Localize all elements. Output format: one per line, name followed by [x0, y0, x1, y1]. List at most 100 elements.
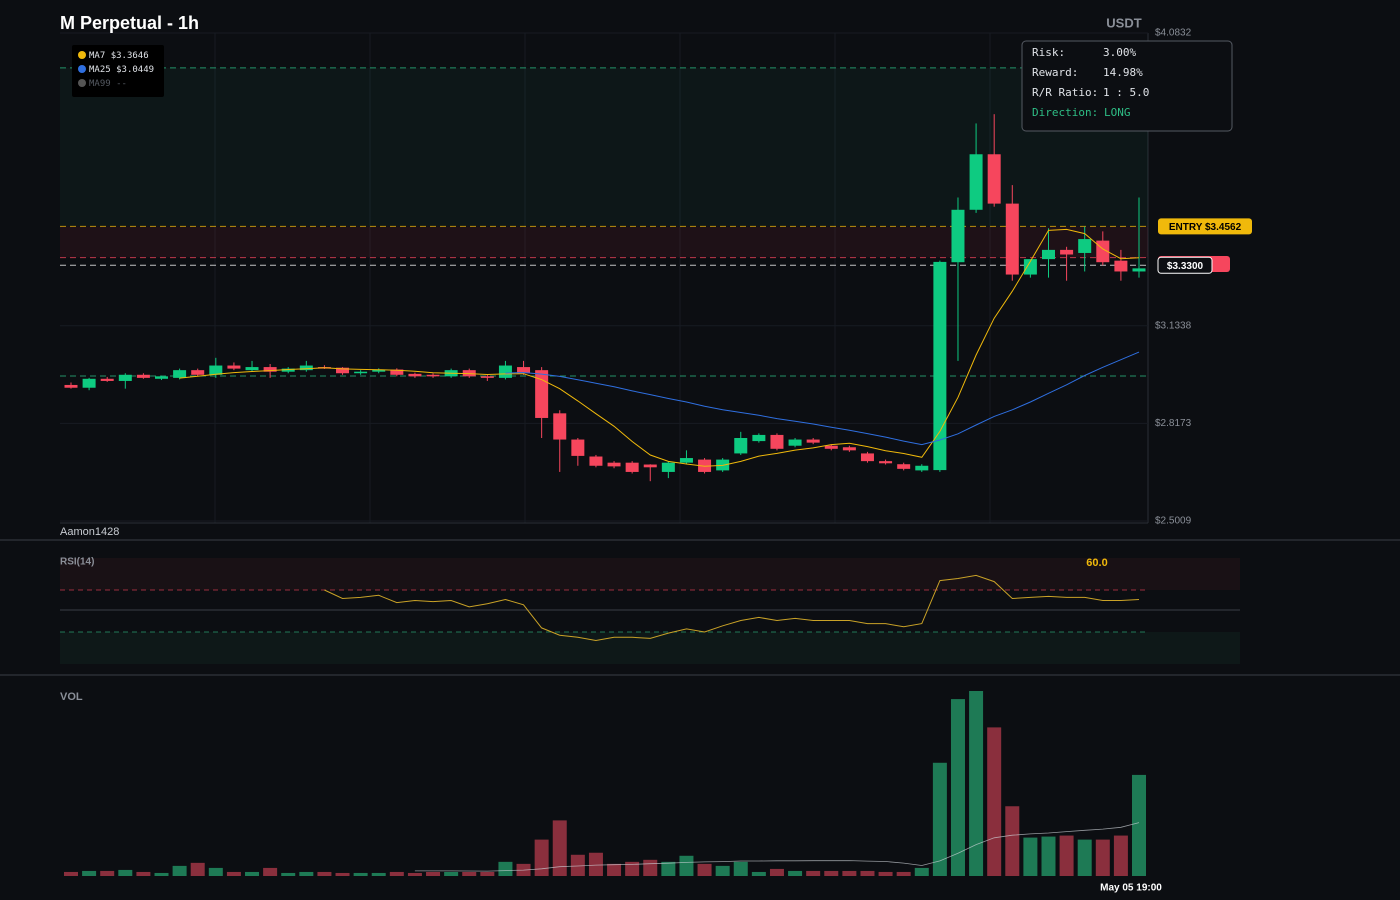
volume-bar: [878, 871, 893, 876]
volume-bar: [371, 872, 386, 876]
volume-bar: [950, 699, 965, 876]
y-tick-label: $2.5009: [1155, 516, 1192, 527]
candle-body: [770, 434, 784, 449]
candle-body: [173, 370, 187, 378]
volume-bar: [1077, 839, 1092, 876]
volume-bar: [1059, 835, 1074, 876]
overbought-zone: [60, 558, 1240, 590]
volume-bar: [82, 870, 97, 876]
volume-bar: [570, 854, 585, 876]
candle-body: [299, 365, 313, 371]
candle-body: [951, 209, 965, 263]
candle-body: [987, 154, 1001, 204]
volume-bar: [208, 867, 223, 876]
volume-bar: [64, 871, 78, 876]
chart-title: M Perpetual - 1h: [60, 13, 199, 33]
volume-bar: [335, 872, 350, 876]
price-tag-label: ENTRY $3.4562: [1169, 222, 1242, 233]
volume-bar: [389, 871, 404, 876]
risk-label: R/R Ratio:: [1032, 86, 1098, 99]
rsi-title: RSI(14): [60, 557, 94, 568]
candle-body: [281, 368, 295, 372]
ma-legend-box: [72, 45, 164, 97]
time-label: May 05 19:00: [1100, 883, 1162, 894]
volume-bar: [263, 867, 278, 876]
volume-bar: [860, 870, 875, 876]
candle-body: [245, 367, 259, 371]
quote-currency: USDT: [1106, 15, 1141, 30]
candle-body: [1078, 239, 1092, 253]
target-zone: [60, 67, 1148, 227]
volume-bar: [661, 861, 676, 876]
candle-body: [118, 374, 132, 381]
volume-bar: [1041, 836, 1056, 876]
legend-swatch: [78, 65, 86, 73]
candle-body: [517, 367, 531, 374]
risk-label: Direction:: [1032, 106, 1098, 119]
legend-value: --: [116, 79, 127, 89]
candle-body: [643, 464, 657, 468]
risk-value: LONG: [1104, 106, 1131, 119]
volume-bar: [118, 869, 133, 876]
volume-bar: [769, 868, 784, 876]
candle-body: [679, 458, 693, 463]
candle-body: [227, 365, 241, 369]
y-tick-label: $4.0832: [1155, 28, 1192, 39]
candle-body: [1041, 249, 1055, 260]
candle-body: [553, 413, 567, 440]
risk-label: Risk:: [1032, 46, 1065, 59]
candle-body: [788, 439, 802, 446]
candle-body: [82, 378, 96, 388]
price-tag-label: $3.3300: [1167, 261, 1204, 272]
candle-body: [263, 367, 277, 372]
legend-swatch: [78, 51, 86, 59]
legend-value: $3.3646: [111, 51, 149, 61]
candle-body: [480, 376, 494, 378]
candle-body: [824, 445, 838, 449]
candle-body: [625, 462, 639, 472]
volume-bar: [987, 727, 1002, 876]
volume-bar: [299, 871, 314, 876]
volume-bar: [588, 852, 603, 876]
volume-bar: [245, 871, 260, 876]
volume-bar: [788, 870, 803, 876]
candle-body: [1023, 259, 1037, 275]
candle-body: [390, 369, 404, 375]
vertical-grid: [214, 33, 991, 523]
volume-bar: [1132, 774, 1146, 876]
candle-body: [842, 447, 856, 451]
candle-body: [1132, 268, 1146, 272]
candle-body: [607, 462, 621, 467]
volume-bar: [100, 870, 115, 876]
volume-bar: [806, 870, 821, 876]
candle-body: [860, 453, 874, 462]
candle-body: [372, 369, 386, 372]
legend-swatch: [78, 79, 86, 87]
candle-body: [155, 376, 169, 379]
volume-bar: [226, 871, 241, 876]
volume-bar: [643, 859, 658, 876]
volume-bar: [824, 870, 839, 876]
volume-bar: [407, 872, 422, 876]
candle-body: [915, 465, 929, 471]
volume-bar: [317, 871, 332, 876]
y-tick-label: $3.1338: [1155, 320, 1192, 331]
moving-average: [179, 228, 1140, 467]
volume-bar: [1023, 837, 1038, 876]
candle-body: [498, 365, 512, 378]
candle-body: [209, 365, 223, 375]
candle-body: [408, 373, 422, 377]
candle-body: [1005, 203, 1019, 275]
volume-bar: [1113, 835, 1128, 876]
volume-bar: [679, 855, 694, 876]
volume-bar: [462, 871, 477, 876]
volume-bar: [480, 871, 495, 876]
candle-body: [661, 462, 675, 472]
candle-body: [806, 439, 820, 443]
candle-body: [336, 367, 350, 374]
candle-body: [933, 261, 947, 471]
candle-body: [136, 374, 150, 378]
volume-bar: [444, 871, 459, 876]
volume-bar: [914, 867, 929, 876]
volume-bar: [172, 865, 187, 876]
